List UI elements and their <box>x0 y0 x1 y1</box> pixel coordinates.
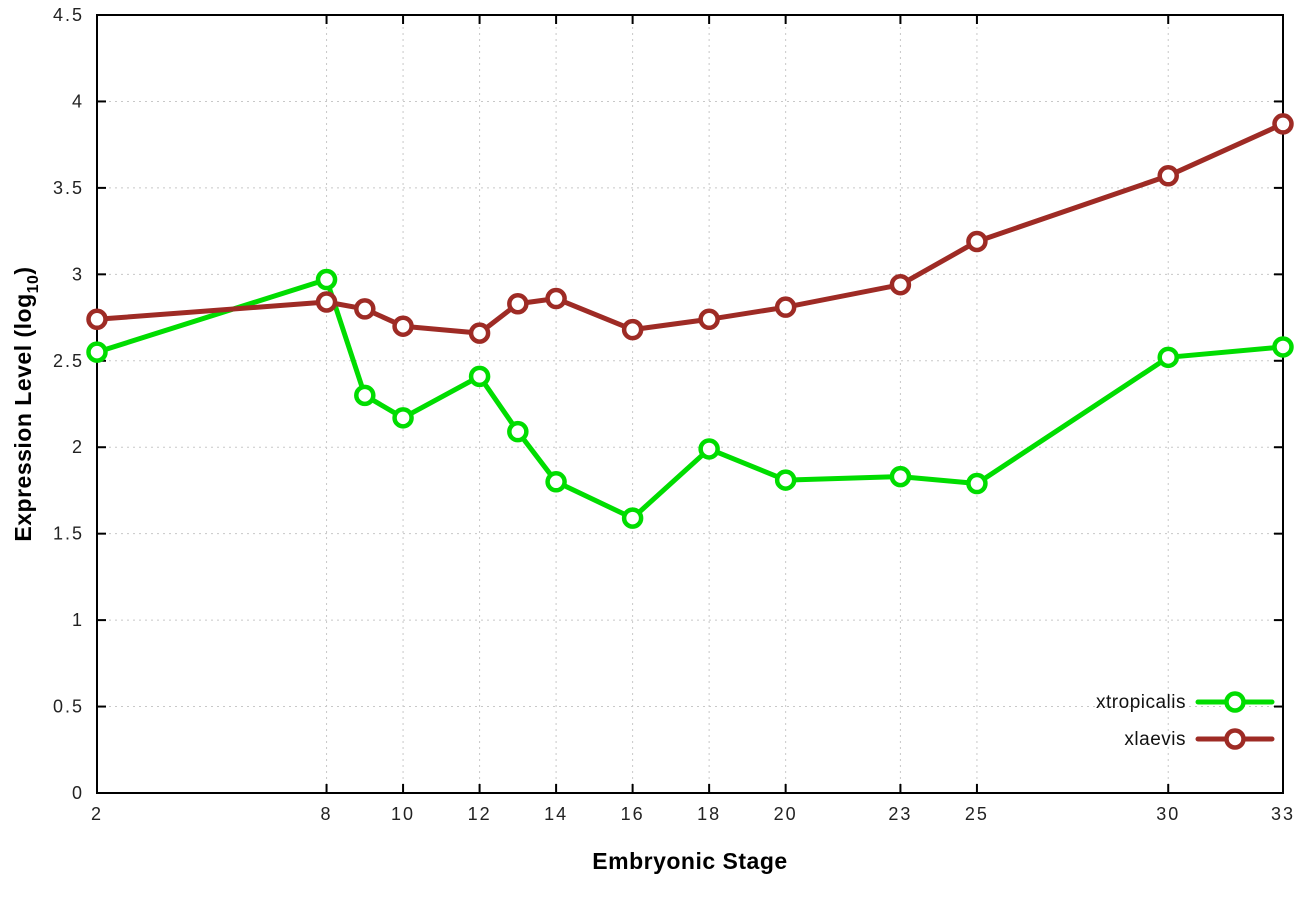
x-tick-label: 18 <box>697 804 721 824</box>
x-tick-label: 30 <box>1156 804 1180 824</box>
x-tick-label: 2 <box>91 804 103 824</box>
x-tick-label: 10 <box>391 804 415 824</box>
legend: xtropicalis xlaevis <box>1096 691 1275 750</box>
data-point <box>966 230 988 253</box>
data-point <box>392 315 414 337</box>
data-point <box>966 472 988 495</box>
data-point <box>1272 336 1294 358</box>
data-point <box>354 298 376 320</box>
y-tick-label: 0 <box>72 783 84 803</box>
y-axis-label: Expression Level (log10) <box>10 266 42 541</box>
x-tick-label: 20 <box>774 804 798 824</box>
data-point <box>1157 165 1179 187</box>
series-line <box>94 121 1286 336</box>
y-tick-label: 0.5 <box>53 697 84 717</box>
data-point <box>774 296 797 318</box>
legend-entry-xlaevis: xlaevis <box>1124 728 1275 750</box>
data-point <box>86 341 108 363</box>
plot-border <box>96 14 1284 794</box>
y-tick-label: 4.5 <box>53 5 84 25</box>
y-tick-label: 3.5 <box>53 178 84 198</box>
data-point <box>315 268 338 291</box>
series-line <box>94 277 1286 521</box>
data-point <box>621 507 644 529</box>
data-point <box>507 292 529 315</box>
x-tick-labels: 2 8 10 12 14 16 18 20 23 25 30 33 <box>91 804 1295 824</box>
x-tick-label: 23 <box>888 804 912 824</box>
x-tick-label: 8 <box>321 804 333 824</box>
y-tick-label: 1 <box>72 610 84 630</box>
data-point <box>1272 113 1294 135</box>
data-point <box>698 438 720 460</box>
data-point <box>1157 346 1179 369</box>
series-xlaevis <box>86 113 1294 344</box>
y-tick-label: 1.5 <box>53 524 84 544</box>
data-point <box>354 384 376 407</box>
data-point <box>315 291 338 313</box>
legend-entry-xtropicalis: xtropicalis <box>1096 691 1275 713</box>
data-point <box>507 420 529 443</box>
tick-marks <box>96 14 1284 794</box>
y-tick-labels: 0 0.5 1 1.5 2 2.5 3 3.5 4 4.5 <box>53 5 84 803</box>
y-tick-label: 4 <box>72 91 84 111</box>
legend-marker-sample <box>1224 728 1246 750</box>
x-axis-label: Embryonic Stage <box>592 848 787 874</box>
data-point <box>392 407 414 429</box>
x-tick-label: 16 <box>621 804 645 824</box>
legend-marker-sample <box>1224 691 1246 713</box>
data-point <box>86 308 108 331</box>
x-tick-label: 12 <box>468 804 492 824</box>
data-point <box>621 318 644 341</box>
data-point <box>468 322 491 344</box>
data-point <box>889 273 912 296</box>
data-point <box>468 365 491 388</box>
x-tick-label: 25 <box>965 804 989 824</box>
data-point <box>774 469 797 491</box>
grid <box>96 14 1284 794</box>
y-tick-label: 2 <box>72 437 84 457</box>
legend-label: xtropicalis <box>1096 692 1186 713</box>
y-tick-label: 3 <box>72 264 84 284</box>
data-point <box>545 287 567 310</box>
legend-label: xlaevis <box>1124 729 1186 750</box>
data-point <box>545 471 567 493</box>
data-point <box>889 465 912 488</box>
data-point <box>698 308 720 331</box>
series-xtropicalis <box>86 268 1294 529</box>
x-tick-label: 33 <box>1271 804 1295 824</box>
x-tick-label: 14 <box>544 804 568 824</box>
y-tick-label: 2.5 <box>53 351 84 371</box>
